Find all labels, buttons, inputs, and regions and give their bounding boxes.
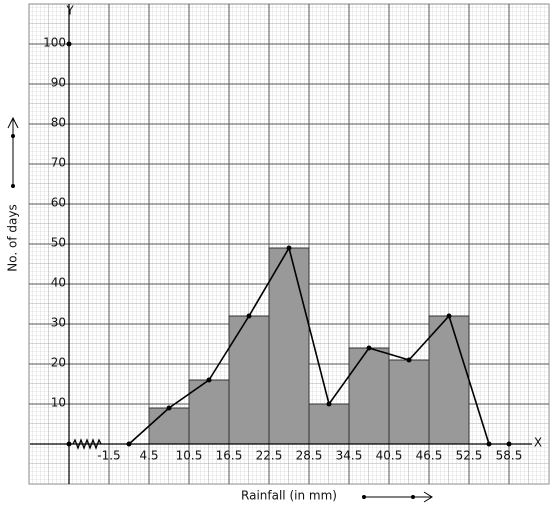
x-tick-label: 28.5 xyxy=(296,449,323,463)
polygon-point xyxy=(126,441,132,447)
x-tick-label: 16.5 xyxy=(216,449,243,463)
axis-dot xyxy=(66,41,72,47)
y-tick-label: 40 xyxy=(51,276,66,290)
x-tick-label: 46.5 xyxy=(416,449,443,463)
y-axis-letter: Y xyxy=(65,4,74,18)
bar xyxy=(428,315,470,445)
bar xyxy=(388,359,430,445)
bar xyxy=(228,315,270,445)
y-tick-label: 90 xyxy=(51,76,66,90)
polygon-point xyxy=(166,405,172,411)
x-axis-label: Rainfall (in mm) xyxy=(241,489,337,503)
x-tick-label: 34.5 xyxy=(336,449,363,463)
x-tick-label: 4.5 xyxy=(139,449,158,463)
y-tick-label: 60 xyxy=(51,196,66,210)
polygon-point xyxy=(246,313,252,319)
y-tick-label: 70 xyxy=(51,156,66,170)
x-axis-letter: X xyxy=(534,436,542,450)
polygon-point xyxy=(446,313,452,319)
bar xyxy=(148,407,190,445)
polygon-point xyxy=(286,245,292,251)
y-tick-label: 50 xyxy=(51,236,66,250)
y-tick-label: 30 xyxy=(51,316,66,330)
x-tick-label: 58.5 xyxy=(496,449,523,463)
bar xyxy=(308,403,350,445)
x-tick-label: 10.5 xyxy=(176,449,203,463)
bar xyxy=(268,247,310,445)
y-tick-label: 80 xyxy=(51,116,66,130)
polygon-point xyxy=(206,377,212,383)
y-tick-label: 100 xyxy=(43,36,66,50)
polygon-point xyxy=(366,345,372,351)
x-tick-label: 52.5 xyxy=(456,449,483,463)
axis-dot xyxy=(506,441,512,447)
x-tick-label: 40.5 xyxy=(376,449,403,463)
y-tick-label: 20 xyxy=(51,356,66,370)
x-arrow xyxy=(362,491,433,503)
y-arrow xyxy=(7,116,19,188)
bars xyxy=(148,247,470,445)
frequency-polygon xyxy=(126,245,492,447)
origin-dot xyxy=(66,441,72,447)
axis-break xyxy=(72,438,102,450)
polygon-point xyxy=(486,441,492,447)
y-tick-label: 10 xyxy=(51,396,66,410)
polygon-line xyxy=(128,245,490,445)
bar xyxy=(348,347,390,445)
polygon-point xyxy=(326,401,332,407)
x-tick-label: -1.5 xyxy=(97,449,120,463)
polygon-point xyxy=(406,357,412,363)
x-tick-label: 22.5 xyxy=(256,449,283,463)
y-axis-label: No. of days xyxy=(6,204,20,271)
